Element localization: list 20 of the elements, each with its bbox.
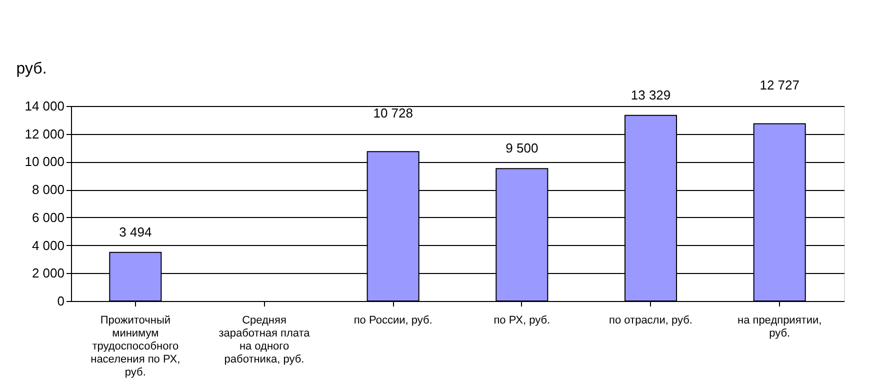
data-label: 9 500 — [506, 140, 538, 156]
data-label: 12 727 — [760, 78, 800, 93]
x-tick-label: Средняя заработная плата на одного работника, руб. — [218, 314, 311, 366]
x-tick-label: по РХ, руб. — [494, 314, 550, 326]
data-label: 13 329 — [630, 87, 671, 102]
data-label: 10 728 — [373, 106, 413, 121]
y-tick-label: 10 000 — [24, 154, 64, 170]
y-axis-title: руб. — [16, 60, 47, 78]
y-tick-label: 8 000 — [32, 182, 64, 198]
x-tick-label: по России, руб. — [354, 314, 432, 326]
data-label: 3 494 — [119, 224, 152, 240]
x-tick-label: Прожиточный минимум трудоспособного населения по РХ, руб. — [90, 314, 180, 378]
y-tick-label: 14 000 — [24, 98, 64, 114]
x-tick-label: на предприятии, руб. — [737, 314, 822, 340]
x-tick-label: по отрасли, руб. — [609, 314, 692, 326]
y-tick-label: 4 000 — [32, 238, 64, 253]
y-tick-label: 2 000 — [32, 266, 64, 281]
y-tick-label: 12 000 — [24, 126, 64, 142]
y-tick-label: 0 — [57, 294, 64, 308]
y-tick-label: 6 000 — [32, 210, 64, 225]
